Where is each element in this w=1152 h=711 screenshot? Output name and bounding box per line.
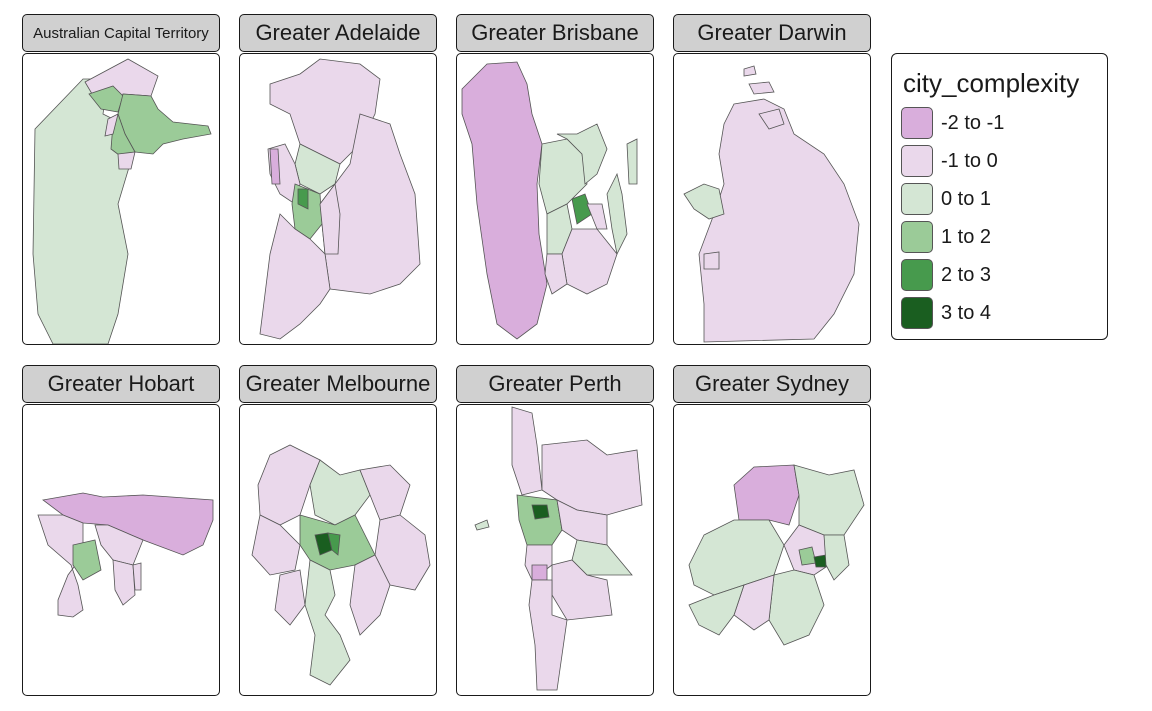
- facet-title: Greater Darwin: [673, 14, 871, 52]
- legend-label: 3 to 4: [941, 301, 992, 324]
- map-frame: [22, 53, 220, 345]
- region-map: [251, 444, 431, 686]
- map-frame: [239, 53, 437, 345]
- facet-title: Greater Adelaide: [239, 14, 437, 52]
- legend-swatch: [901, 183, 933, 215]
- facet-title: Greater Perth: [456, 365, 654, 403]
- region-map: [37, 492, 214, 618]
- legend-item: -1 to 0: [901, 144, 998, 178]
- facet-title: Greater Brisbane: [456, 14, 654, 52]
- facet-title: Greater Sydney: [673, 365, 871, 403]
- map-frame: [239, 404, 437, 696]
- legend-item: 0 to 1: [901, 182, 991, 216]
- legend-item: 2 to 3: [901, 258, 991, 292]
- legend-swatch: [901, 297, 933, 329]
- legend-label: -2 to -1: [941, 111, 1005, 134]
- region-map: [259, 58, 421, 340]
- region-map: [688, 464, 865, 646]
- legend-swatch: [901, 107, 933, 139]
- legend: city_complexity -2 to -1 -1 to 0 0 to 1 …: [891, 53, 1108, 340]
- legend-swatch: [901, 259, 933, 291]
- legend-swatch: [901, 145, 933, 177]
- legend-item: -2 to -1: [901, 106, 1004, 140]
- map-frame: [22, 404, 220, 696]
- region-map: [32, 58, 212, 344]
- map-frame: [673, 404, 871, 696]
- region-map: [474, 406, 643, 691]
- legend-item: 3 to 4: [901, 296, 991, 330]
- legend-label: 1 to 2: [941, 225, 992, 248]
- legend-item: 1 to 2: [901, 220, 991, 254]
- facet-title: Australian Capital Territory: [22, 14, 220, 52]
- map-frame: [673, 53, 871, 345]
- legend-label: 0 to 1: [941, 187, 992, 210]
- map-frame: [456, 53, 654, 345]
- legend-swatch: [901, 221, 933, 253]
- facet-title: Greater Melbourne: [239, 365, 437, 403]
- legend-title: city_complexity: [903, 68, 1080, 98]
- legend-label: -1 to 0: [941, 149, 998, 172]
- facet-title: Greater Hobart: [22, 365, 220, 403]
- map-frame: [456, 404, 654, 696]
- region-map: [461, 61, 638, 340]
- legend-label: 2 to 3: [941, 263, 992, 286]
- region-map: [683, 65, 860, 343]
